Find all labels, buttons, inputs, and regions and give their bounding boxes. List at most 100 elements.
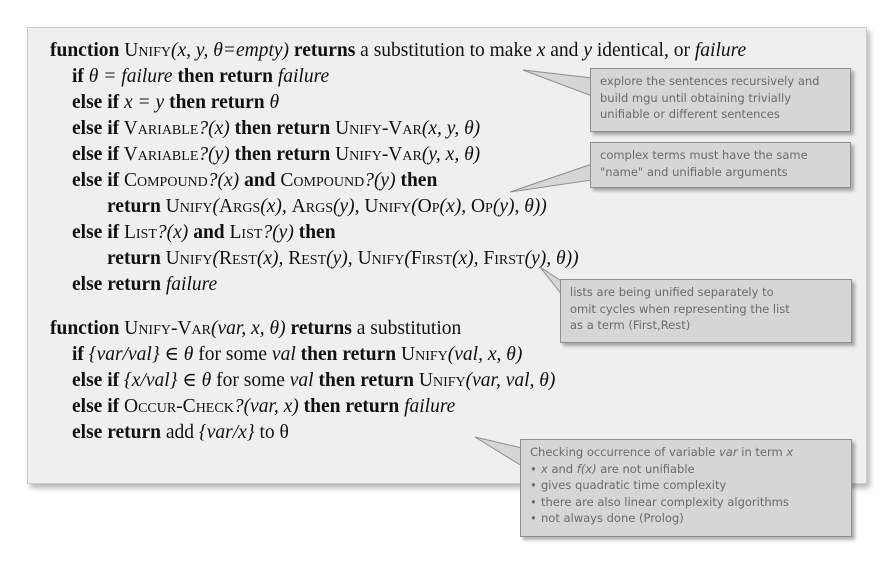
args: (y, x, θ)	[421, 144, 481, 165]
unify-header-line: function Unify(x, y, θ=empty) returns a …	[50, 38, 746, 64]
function-name: Args	[218, 196, 261, 217]
bullet-item: gives quadratic time complexity	[530, 477, 842, 494]
note-line: lists are being unified separately to	[570, 285, 774, 299]
text: add	[161, 422, 199, 443]
value: θ	[264, 92, 280, 113]
text: a substitution	[351, 318, 462, 339]
function-name: Unify	[124, 40, 171, 61]
note-var: x	[786, 445, 794, 459]
note-text: and	[547, 461, 577, 476]
unify-line-9: else return failure	[50, 272, 746, 298]
set: {var/val} ∈ θ	[83, 344, 199, 365]
function-name: Variable	[119, 118, 199, 139]
keyword: return	[107, 248, 161, 269]
args: (val, x, θ)	[447, 344, 523, 365]
args: ?(y)	[198, 144, 235, 165]
note-bullets: x and f(x) are not unifiable gives quadr…	[530, 461, 842, 527]
note-var: f(x)	[576, 461, 597, 476]
keyword: else return	[72, 274, 161, 295]
keyword: and	[193, 222, 225, 243]
keyword: else if	[72, 370, 120, 391]
text: for some	[198, 344, 272, 365]
keyword: then return	[234, 118, 331, 139]
function-name: Unify	[357, 248, 405, 269]
var: x	[536, 40, 546, 61]
keyword: function	[50, 40, 120, 61]
function-name: Compound	[275, 170, 365, 191]
failure-word: failure	[694, 40, 747, 61]
args: ?(x)	[156, 222, 194, 243]
keyword: then return	[300, 344, 397, 365]
function-name: Unify-Var	[330, 144, 422, 165]
unify-line-6: return Unify(Args(x), Args(y), Unify(Op(…	[50, 194, 746, 220]
condition: x = y	[119, 92, 170, 113]
unify-var-line-1: if {var/val} ∈ θ for some val then retur…	[50, 342, 746, 368]
keyword: return	[107, 196, 161, 217]
function-name: Unify	[160, 196, 213, 217]
note-lists: lists are being unified separately to om…	[560, 279, 852, 343]
value: failure	[399, 396, 456, 417]
unify-line-5: else if Compound?(x) and Compound?(y) th…	[50, 168, 746, 194]
function-name: Unify	[396, 344, 448, 365]
note-line: build mgu until obtaining trivially	[600, 90, 792, 105]
unify-var-line-4: else return add {var/x} to θ	[50, 420, 746, 446]
text: and	[545, 40, 584, 61]
args: (x, y, θ)	[421, 118, 481, 139]
function-name: List	[224, 222, 263, 243]
note-text: in term	[737, 445, 787, 459]
args: (x),	[256, 248, 289, 269]
keyword: else return	[72, 422, 161, 443]
note-occur-check: Checking occurrence of variable var in t…	[520, 439, 852, 537]
keyword: then	[298, 222, 336, 243]
keyword: else if	[72, 170, 120, 191]
value: failure	[272, 66, 330, 87]
function-name: Variable	[119, 144, 199, 165]
keyword: else if	[72, 144, 120, 165]
set: {x/val} ∈ θ	[119, 370, 217, 391]
keyword: returns	[290, 318, 352, 339]
unify-line-7: else if List?(x) and List?(y) then	[50, 220, 746, 246]
function-name: Unify	[160, 248, 213, 269]
args: ?(x)	[198, 118, 235, 139]
bullet-item: not always done (Prolog)	[530, 510, 842, 527]
function-name: Rest	[218, 248, 257, 269]
keyword: else if	[72, 396, 120, 417]
args: (	[212, 196, 219, 217]
args: (x),	[260, 196, 292, 217]
function-name: Unify-Var	[124, 318, 212, 339]
args: (y), θ))	[524, 248, 579, 269]
args: (x),	[439, 196, 471, 217]
args: ?(x)	[207, 170, 245, 191]
set: {var/x}	[198, 422, 255, 443]
function-name: List	[119, 222, 157, 243]
pseudocode-block: function Unify(x, y, θ=empty) returns a …	[50, 38, 746, 446]
function-args: (var, x, θ)	[211, 318, 291, 339]
note-text: are not unifiable	[596, 461, 695, 476]
function-name: Compound	[119, 170, 208, 191]
unify-var-line-3: else if Occur-Check?(var, x) then return…	[50, 394, 746, 420]
condition: θ = failure	[83, 66, 178, 87]
function-name: Unify	[364, 196, 412, 217]
note-line: "name" and unifiable arguments	[600, 164, 788, 179]
function-name: First	[410, 248, 453, 269]
keyword: else if	[72, 118, 120, 139]
value: failure	[161, 274, 218, 295]
note-text: Checking occurrence of variable	[530, 445, 719, 459]
function-name: Unify-Var	[330, 118, 422, 139]
args: (y), θ))	[492, 196, 547, 217]
keyword: function	[50, 318, 120, 339]
args: (x),	[452, 248, 484, 269]
keyword: and	[244, 170, 276, 191]
args: (y),	[333, 196, 365, 217]
args: (	[212, 248, 219, 269]
note-var: x	[541, 461, 548, 476]
var: val	[289, 370, 319, 391]
var: y	[583, 40, 592, 61]
function-name: Unify	[414, 370, 466, 391]
note-title: Checking occurrence of variable var in t…	[530, 444, 842, 461]
note-line: omit cycles when representing the list	[570, 301, 790, 316]
function-name: Op	[470, 196, 493, 217]
function-name: Args	[291, 196, 333, 217]
keyword: else if	[72, 222, 120, 243]
bullet-item: there are also linear complexity algorit…	[530, 494, 842, 511]
